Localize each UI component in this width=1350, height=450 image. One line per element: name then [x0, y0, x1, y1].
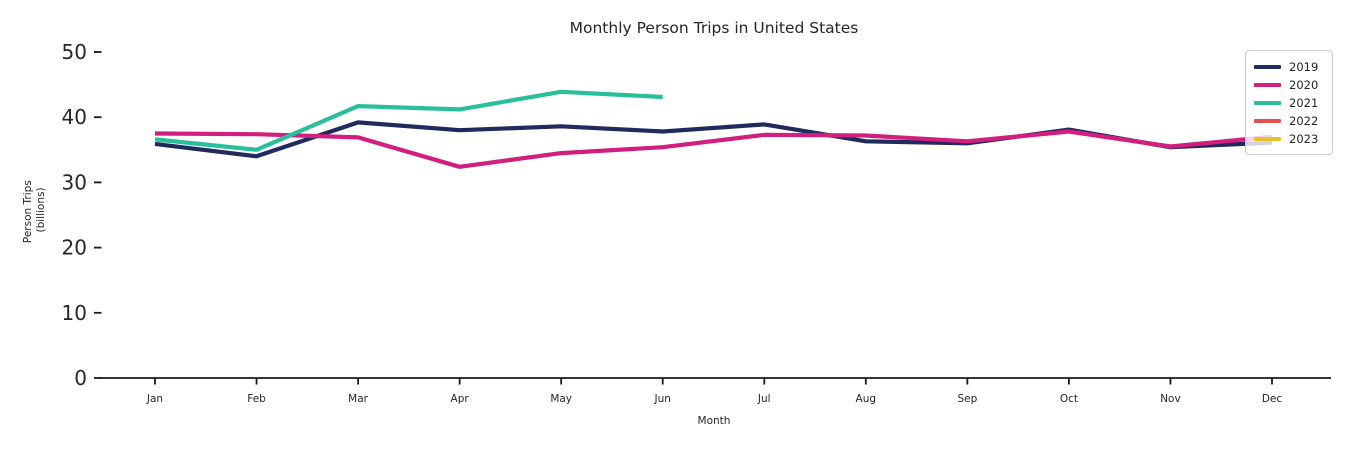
- legend-label-2021: 2021: [1289, 96, 1319, 110]
- x-tick-label-Aug: Aug: [856, 393, 877, 405]
- x-tick-label-Sep: Sep: [957, 393, 977, 405]
- x-tick-label-Jan: Jan: [146, 393, 163, 405]
- legend-swatch-2021: [1254, 101, 1281, 105]
- y-axis-label: Person Trips (billions): [22, 177, 47, 243]
- x-tick-label-Oct: Oct: [1060, 393, 1078, 405]
- y-axis-label-line2: (billions): [35, 187, 47, 232]
- y-axis-label-line1: Person Trips: [22, 180, 34, 243]
- x-tick-label-Jul: Jul: [757, 393, 771, 405]
- y-tick-label-50: 50: [62, 40, 87, 64]
- legend-item-2023: 2023: [1254, 130, 1324, 148]
- x-tick-label-Mar: Mar: [348, 393, 368, 405]
- legend-swatch-2019: [1254, 65, 1281, 69]
- legend-item-2019: 2019: [1254, 58, 1324, 76]
- legend-swatch-2022: [1254, 119, 1281, 123]
- x-tick-label-Dec: Dec: [1262, 393, 1283, 405]
- legend-label-2023: 2023: [1289, 132, 1319, 146]
- x-tick-label-May: May: [550, 393, 572, 405]
- legend: 2019 2020 2021 2022 2023: [1245, 50, 1333, 155]
- y-tick-label-40: 40: [62, 105, 87, 129]
- series-layer: [154, 89, 1273, 169]
- legend-label-2022: 2022: [1289, 114, 1319, 128]
- x-tick-label-Nov: Nov: [1160, 393, 1181, 405]
- y-tick-label-0: 0: [74, 366, 87, 390]
- legend-item-2021: 2021: [1254, 94, 1324, 112]
- y-tick-label-30: 30: [62, 170, 87, 194]
- x-tick-label-Feb: Feb: [247, 393, 266, 405]
- legend-label-2020: 2020: [1289, 78, 1319, 92]
- legend-swatch-2023: [1254, 137, 1281, 141]
- series-line-2020: [154, 129, 1273, 169]
- axes-layer: 0 10 20 30 40 50 Jan Feb Mar Apr May Jun Jul Aug Sep Oc…: [62, 40, 1331, 405]
- legend-item-2022: 2022: [1254, 112, 1324, 130]
- x-tick-label-Apr: Apr: [451, 393, 470, 405]
- legend-label-2019: 2019: [1289, 60, 1319, 74]
- series-line-2021: [154, 89, 663, 152]
- x-tick-label-Jun: Jun: [654, 393, 671, 405]
- x-axis-label: Month: [698, 415, 731, 427]
- legend-item-2020: 2020: [1254, 76, 1324, 94]
- y-tick-label-10: 10: [62, 301, 87, 325]
- chart-title: Monthly Person Trips in United States: [570, 19, 859, 37]
- y-tick-label-20: 20: [62, 236, 87, 260]
- legend-swatch-2020: [1254, 83, 1281, 87]
